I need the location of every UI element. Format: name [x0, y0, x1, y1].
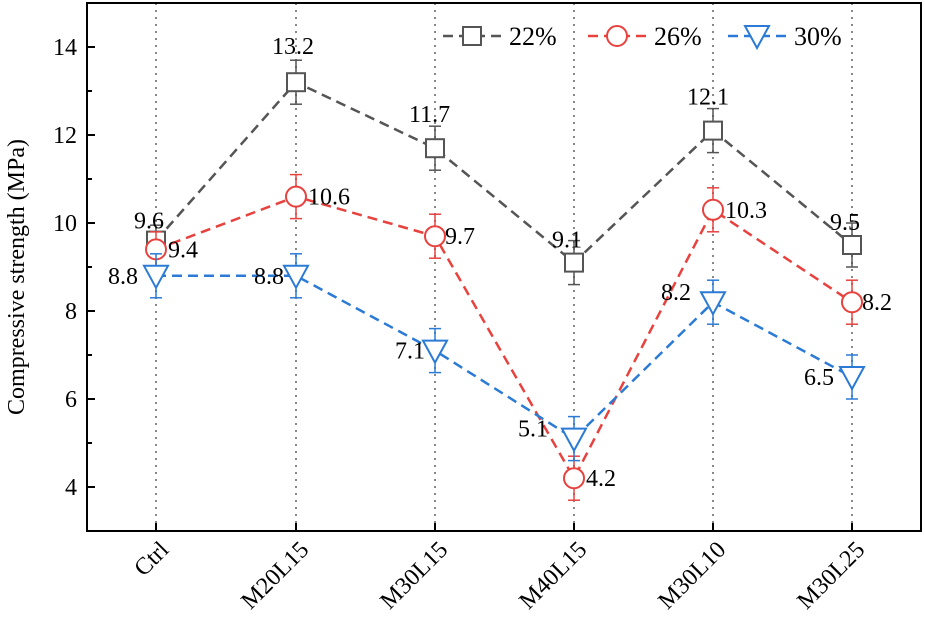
- data-label: 9.4: [168, 237, 198, 263]
- y-tick-label: 12: [53, 123, 77, 149]
- legend-label: 30%: [794, 22, 842, 51]
- data-label: 10.6: [308, 185, 350, 211]
- legend-marker: [606, 25, 628, 47]
- series-layer: [142, 59, 866, 501]
- legend: 22% 26% 30%: [443, 22, 842, 51]
- data-point: [564, 252, 584, 273]
- x-tick-label: M20L15: [236, 537, 314, 615]
- data-point: [285, 185, 307, 208]
- legend-item: 30%: [728, 22, 842, 51]
- data-label: 8.2: [661, 280, 691, 306]
- y-axis-title: Compressive strength (MPa): [4, 139, 30, 415]
- legend-item: 26%: [588, 22, 702, 51]
- data-label: 13.2: [272, 34, 314, 60]
- y-tick-label: 14: [53, 35, 77, 61]
- series-line: [155, 80, 853, 265]
- data-point: [842, 235, 862, 255]
- x-tick-label: M30L10: [653, 537, 731, 615]
- x-tick-label: Ctrl: [129, 537, 174, 582]
- data-label: 12.1: [687, 85, 729, 111]
- data-point: [563, 467, 585, 490]
- data-label: 6.5: [804, 365, 834, 391]
- data-label: 11.7: [409, 102, 450, 128]
- data-point: [702, 198, 724, 221]
- x-tick-label: M30L25: [792, 537, 870, 615]
- plot-frame: [86, 2, 922, 532]
- data-point: [841, 291, 863, 314]
- data-label: 8.2: [862, 290, 892, 316]
- data-label: 9.5: [830, 210, 860, 236]
- legend-item: 22%: [443, 22, 557, 51]
- data-label: 9.6: [134, 209, 164, 235]
- data-point: [699, 291, 727, 317]
- data-point: [838, 366, 866, 392]
- y-tick-label: 4: [65, 475, 77, 501]
- data-labels: 9.6 13.2 11.7 9.1 12.1 9.5 9.4 10.6 9.7 4.2 10.3 8.…: [108, 34, 892, 492]
- data-point: [703, 120, 723, 141]
- series-30%: [142, 253, 866, 462]
- data-label: 10.3: [725, 198, 767, 224]
- legend-marker: [743, 25, 771, 51]
- series-line: [156, 274, 853, 441]
- legend-label: 22%: [509, 22, 557, 51]
- series-line: [155, 195, 853, 481]
- data-label: 8.8: [108, 264, 138, 290]
- data-label: 4.2: [586, 466, 616, 492]
- data-point: [421, 339, 449, 365]
- data-label: 9.1: [552, 228, 582, 254]
- y-tick-label: 10: [53, 211, 77, 237]
- data-label: 9.7: [445, 224, 475, 250]
- data-point: [560, 427, 588, 453]
- y-tick-label: 6: [65, 387, 77, 413]
- data-point: [282, 264, 310, 290]
- data-label: 7.1: [395, 339, 425, 365]
- data-point: [142, 264, 170, 290]
- axes: 4 6 8 10 12 14 Ctrl M20L15 M30L15 M40L15 M30L10 M30…: [53, 35, 870, 615]
- data-point: [424, 225, 446, 248]
- data-label: 5.1: [518, 417, 548, 443]
- x-tick-label: M30L15: [375, 537, 453, 615]
- series-22%: [146, 59, 862, 286]
- data-label: 8.8: [254, 264, 284, 290]
- data-point: [425, 138, 445, 159]
- x-tick-label: M40L15: [514, 537, 592, 615]
- data-point: [286, 72, 306, 93]
- y-tick-label: 8: [65, 299, 77, 325]
- legend-marker: [462, 26, 482, 46]
- legend-label: 26%: [654, 22, 702, 51]
